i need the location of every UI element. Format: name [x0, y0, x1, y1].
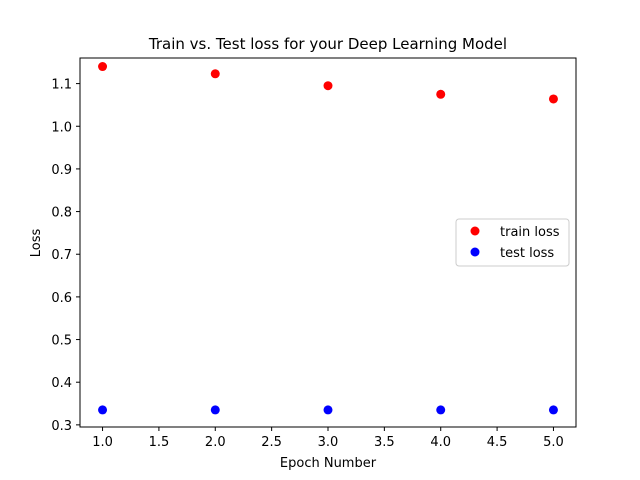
y-axis: 0.3 0.4 0.5 0.6 0.7 0.8 0.9 1.0 1.1 [51, 78, 80, 434]
point-train-loss-2 [210, 69, 220, 79]
point-test-loss-2 [210, 405, 220, 415]
point-test-loss-4 [436, 405, 446, 415]
legend: train loss test loss [455, 218, 570, 267]
y-tick-label: 0.5 [51, 334, 72, 349]
point-train-loss-4 [436, 89, 446, 99]
x-axis-label: Epoch Number [280, 456, 377, 471]
x-tick-label: 3.5 [374, 435, 395, 450]
y-tick-label: 0.8 [51, 206, 72, 221]
x-tick-label: 1.0 [92, 435, 113, 450]
y-tick-label: 0.7 [51, 248, 72, 263]
legend-marker-test-loss [470, 247, 480, 257]
x-tick-label: 3.0 [318, 435, 339, 450]
y-axis-label: Loss [29, 229, 44, 258]
point-train-loss-1 [98, 62, 108, 72]
point-train-loss-5 [548, 94, 558, 104]
y-tick-label: 0.6 [51, 291, 72, 306]
legend-label-test-loss: test loss [500, 246, 554, 261]
plot-points [98, 62, 558, 415]
plot-frame [79, 57, 577, 428]
y-tick-label: 0.9 [51, 163, 72, 178]
x-axis: 1.0 1.5 2.0 2.5 3.0 3.5 4.0 4.5 5.0 [92, 427, 564, 450]
point-test-loss-3 [323, 405, 333, 415]
y-tick-label: 1.1 [51, 78, 72, 93]
x-tick-label: 5.0 [543, 435, 564, 450]
x-tick-label: 2.0 [205, 435, 226, 450]
legend-label-train-loss: train loss [500, 225, 560, 240]
point-train-loss-3 [323, 81, 333, 91]
chart-title: Train vs. Test loss for your Deep Learni… [148, 35, 507, 53]
y-tick-label: 0.3 [51, 419, 72, 434]
legend-box [455, 218, 570, 267]
y-tick-label: 0.4 [51, 376, 72, 391]
legend-marker-train-loss [470, 226, 480, 236]
y-tick-label: 1.0 [51, 120, 72, 135]
point-test-loss-1 [98, 405, 108, 415]
x-tick-label: 4.5 [487, 435, 508, 450]
x-tick-label: 4.0 [430, 435, 451, 450]
x-tick-label: 2.5 [261, 435, 282, 450]
point-test-loss-5 [548, 405, 558, 415]
x-tick-label: 1.5 [149, 435, 170, 450]
